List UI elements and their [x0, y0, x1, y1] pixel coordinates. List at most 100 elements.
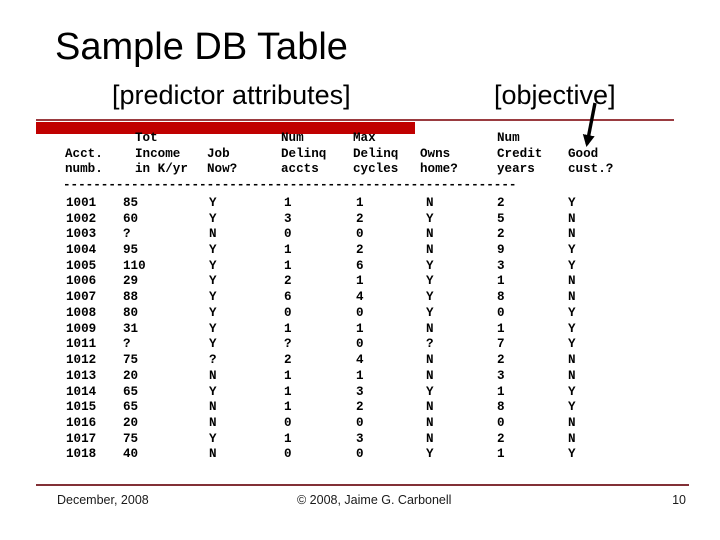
header-rule-line: [36, 119, 674, 121]
table-cell: N: [568, 415, 576, 430]
table-cell: 0: [284, 447, 292, 462]
footer-page-number: 10: [672, 493, 686, 507]
table-cell: N: [426, 431, 434, 446]
table-cell: 1018: [66, 447, 97, 462]
table-cell: 65: [123, 400, 139, 415]
table-cell: 1009: [66, 321, 97, 336]
table-cell: N: [568, 431, 576, 446]
table-cell: Y: [568, 195, 576, 210]
predictor-attributes-label: [predictor attributes]: [112, 80, 351, 110]
table-cell: 0: [497, 415, 505, 430]
table-header-line: Tot Num Max Num: [0, 131, 720, 147]
table-cell: Y: [568, 258, 576, 273]
table-cell: 6: [284, 290, 292, 305]
table-header: Tot Num Max Num Acct. Income Job Delinq Delinq Ow…: [0, 131, 720, 178]
table-header-line: numb. in K/yr Now? accts cycles home? years cus…: [0, 162, 720, 178]
table-cell: 6: [356, 258, 364, 273]
table-cell: 3: [497, 368, 505, 383]
table-cell: 1: [497, 384, 505, 399]
table-cell: 9: [497, 243, 505, 258]
table-cell: 95: [123, 243, 139, 258]
table-cell: 0: [356, 305, 364, 320]
table-cell: 1: [284, 400, 292, 415]
table-cell: 20: [123, 415, 139, 430]
table-cell: ?: [209, 353, 217, 368]
header-cell: Income: [135, 146, 181, 161]
header-cell: Tot: [135, 131, 158, 145]
header-cell: cust.?: [568, 162, 614, 177]
table-cell: 1: [284, 243, 292, 258]
table-cell: 88: [123, 290, 139, 305]
header-cell: Delinq: [353, 146, 399, 161]
table-cell: 31: [123, 321, 139, 336]
table-cell: N: [209, 415, 217, 430]
table-cell: 1: [284, 258, 292, 273]
table-row: 1008 80 Y 0 0 Y 0 Y: [0, 306, 720, 322]
table-cell: Y: [568, 384, 576, 399]
table-cell: 1017: [66, 431, 97, 446]
table-cell: Y: [426, 384, 434, 399]
header-cell: years: [497, 162, 535, 177]
table-cell: 1003: [66, 227, 97, 242]
header-cell: numb.: [65, 162, 103, 177]
table-cell: 2: [284, 353, 292, 368]
table-row: 1003? N 0 0 N 2 N: [0, 227, 720, 243]
table-cell: 0: [356, 337, 364, 352]
table-cell: Y: [568, 400, 576, 415]
table-cell: Y: [426, 447, 434, 462]
table-cell: 1: [356, 321, 364, 336]
table-row: 1018 40 N 0 0 Y 1 Y: [0, 447, 720, 463]
table-cell: N: [426, 227, 434, 242]
table-cell: 4: [356, 353, 364, 368]
table-cell: 1: [284, 431, 292, 446]
table-cell: Y: [426, 290, 434, 305]
table-cell: Y: [568, 305, 576, 320]
table-cell: 1006: [66, 274, 97, 289]
table-cell: ?: [123, 337, 131, 352]
table-cell: 85: [123, 195, 139, 210]
table-cell: Y: [568, 337, 576, 352]
table-cell: 1008: [66, 305, 97, 320]
header-cell: Good: [568, 146, 599, 161]
table-cell: 1: [284, 384, 292, 399]
header-cell: Num: [497, 131, 520, 145]
table-cell: Y: [209, 258, 217, 273]
table-cell: 1: [356, 274, 364, 289]
table-body: 1001 85 Y 1 1 N 2 Y 1002 60 Y 3 2 Y 5 N 1003? N 0 0 N 2 N 1004 9…: [0, 196, 720, 463]
table-cell: 1004: [66, 243, 97, 258]
table-cell: 8: [497, 400, 505, 415]
table-cell: 5: [497, 211, 505, 226]
table-cell: Y: [209, 211, 217, 226]
table-cell: N: [426, 195, 434, 210]
table-cell: Y: [209, 274, 217, 289]
table-cell: 1: [284, 321, 292, 336]
db-table: Tot Num Max Num Acct. Income Job Delinq Delinq Ow…: [0, 131, 720, 463]
table-cell: 0: [356, 227, 364, 242]
table-row: 1017 75 Y 1 3 N 2 N: [0, 432, 720, 448]
header-cell: Credit: [497, 146, 543, 161]
objective-arrow-icon: [582, 102, 597, 147]
table-cell: Y: [209, 290, 217, 305]
table-cell: 1015: [66, 400, 97, 415]
table-row: 1015 65 N 1 2 N 8 Y: [0, 400, 720, 416]
header-cell: Max: [353, 131, 376, 145]
table-row: 1005 110 Y 1 6 Y 3 Y: [0, 259, 720, 275]
table-cell: 1: [356, 195, 364, 210]
table-cell: Y: [426, 211, 434, 226]
table-cell: 4: [356, 290, 364, 305]
table-cell: N: [426, 400, 434, 415]
table-cell: Y: [426, 305, 434, 320]
table-cell: 8: [497, 290, 505, 305]
table-row: 1013 20 N 1 1 N 3 N: [0, 369, 720, 385]
table-cell: Y: [426, 258, 434, 273]
table-cell: Y: [209, 384, 217, 399]
header-cell: Job: [207, 146, 230, 161]
predictor-highlight-bar: [36, 122, 415, 134]
table-cell: 0: [284, 305, 292, 320]
table-cell: 0: [356, 447, 364, 462]
table-cell: N: [426, 321, 434, 336]
table-cell: Y: [568, 321, 576, 336]
table-cell: ?: [284, 337, 292, 352]
table-cell: N: [209, 368, 217, 383]
table-cell: 1013: [66, 368, 97, 383]
